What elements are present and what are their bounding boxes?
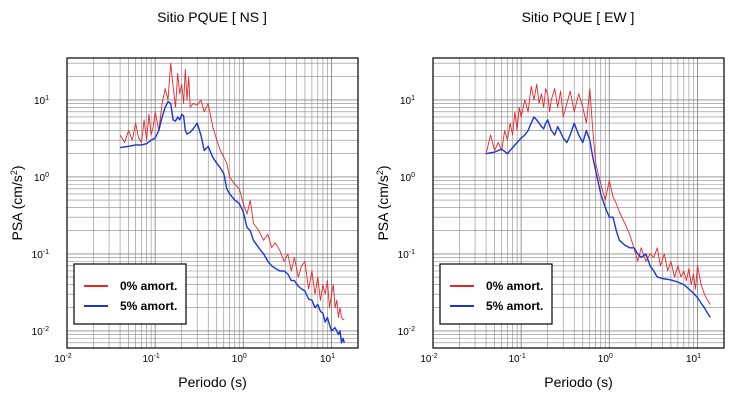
x-tick-label: 10-2 [54, 353, 71, 365]
grid [432, 58, 725, 349]
x-tick-label: 10-1 [508, 353, 525, 365]
legend-label: 5% amort. [120, 299, 177, 313]
y-tick-label: 10-1 [398, 249, 415, 261]
y-axis-label: PSA (cm/s2) [375, 165, 391, 240]
legend-label: 5% amort. [486, 299, 543, 313]
chart-panel-ns: 10-2 10-1 100 101 10-2 10-1 100 101 Sitio PQUE [… [9, 9, 359, 390]
series-line-undamped [119, 62, 345, 321]
series-line-damped [119, 100, 345, 344]
y-tick-label: 10-2 [398, 326, 415, 338]
chart-title: Sitio PQUE [ NS ] [157, 9, 267, 25]
plot-frame [66, 57, 359, 349]
series-group [119, 62, 345, 344]
y-tick-label: 100 [34, 172, 49, 184]
series-group [485, 83, 711, 318]
chart-panel-ew: 10-2 10-1 100 101 10-2 10-1 100 101 Sitio PQUE [… [375, 9, 725, 390]
y-tick-label: 101 [34, 95, 49, 107]
y-tick-label: 100 [400, 172, 415, 184]
y-tick-label: 101 [400, 95, 415, 107]
legend-box [73, 263, 187, 325]
grid [66, 58, 359, 349]
y-tick-label: 10-1 [32, 249, 49, 261]
legend: 0% amort. 5% amort. [73, 263, 187, 325]
x-tick-label: 10-1 [142, 353, 159, 365]
series-line-damped [485, 116, 711, 318]
x-tick-label: 10-2 [420, 353, 437, 365]
legend-label: 0% amort. [120, 279, 177, 293]
x-tick-label: 101 [320, 353, 335, 365]
legend-box [439, 263, 553, 325]
x-axis-label: Periodo (s) [544, 374, 612, 390]
chart-title: Sitio PQUE [ EW ] [522, 9, 635, 25]
plot-frame [432, 57, 725, 349]
y-tick-label: 10-2 [32, 326, 49, 338]
x-tick-label: 101 [686, 353, 701, 365]
legend: 0% amort. 5% amort. [439, 263, 553, 325]
x-tick-label: 100 [598, 353, 613, 365]
legend-label: 0% amort. [486, 279, 543, 293]
y-axis-label: PSA (cm/s2) [9, 165, 25, 240]
x-axis-label: Periodo (s) [178, 374, 246, 390]
x-tick-label: 100 [232, 353, 247, 365]
series-line-undamped [485, 83, 711, 305]
